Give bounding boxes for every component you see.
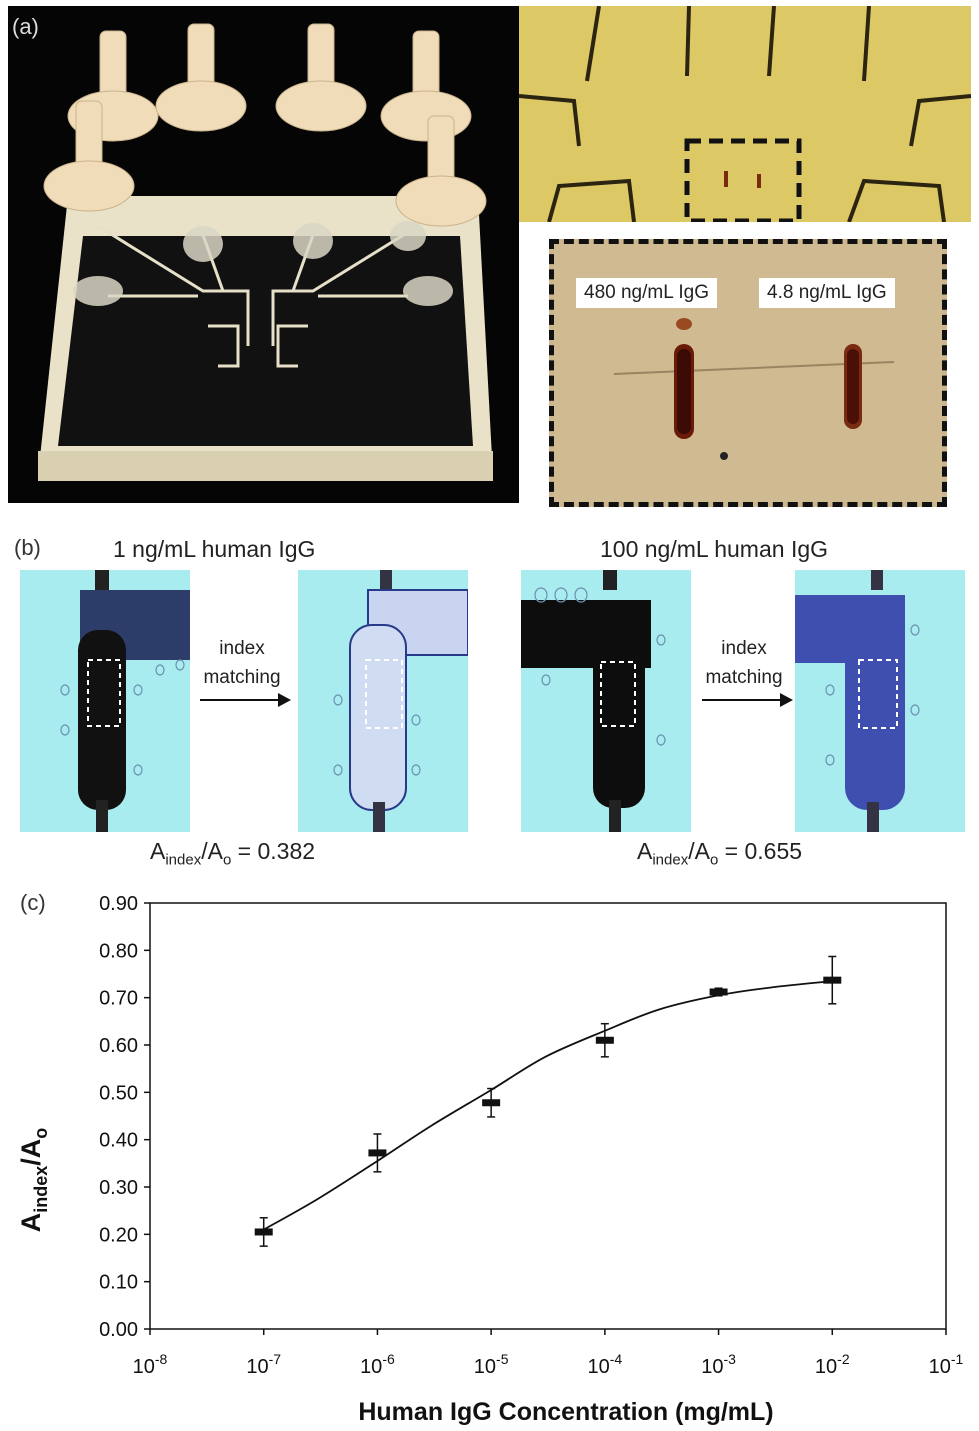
device-photo [8,6,519,503]
y-tick-label: 0.10 [99,1272,138,1294]
x-tick-label: 10-2 [815,1351,850,1378]
callout-4-8: 4.8 ng/mL IgG [759,278,895,308]
plot-frame [149,902,947,1330]
y-tick-label: 0.40 [99,1130,138,1152]
ratio-right-sub-index: index [652,851,689,869]
arrow-label-left-line1: index [219,638,265,659]
point-marker [482,1099,501,1107]
point-marker [595,1036,614,1044]
ratio-right-slash: /A [688,838,710,864]
micro-1ng-before [20,570,190,832]
point-marker [823,976,842,984]
y-tick-label: 0.90 [99,893,138,915]
callout-480: 480 ng/mL IgG [576,278,717,308]
zoom-box [684,138,802,222]
data-point [482,1087,501,1118]
ratio-left-sub-o: o [222,851,232,869]
data-point [709,987,728,997]
x-tick-label: 10-4 [588,1351,623,1378]
ratio-left-slash: /A [201,838,223,864]
ratio-left-value: = 0.382 [231,838,316,864]
ratio-right-a: A [637,838,653,864]
zoom-inset: 480 ng/mL IgG 4.8 ng/mL IgG [549,239,947,507]
x-tick-label: 10-7 [246,1351,281,1378]
y-tick-label: 0.60 [99,1035,138,1057]
x-tick-label: 10-8 [133,1351,168,1378]
y-tick-label: 0.00 [99,1319,138,1341]
y-tick-label: 0.30 [99,1177,138,1199]
left-title: 1 ng/mL human IgG [113,536,316,562]
x-axis-label: Human IgG Concentration (mg/mL) [358,1398,773,1426]
y-axis-label-slash: /A [16,1139,46,1166]
binding-curve-chart: 0.00 0.10 0.20 0.30 0.40 0.50 0.60 0.70 0.80 0.90… [16,893,964,1426]
ratio-left: Aindex/Ao = 0.382 [150,838,315,869]
y-axis-label-sub-o: o [31,1128,51,1139]
micro-100ng-before [521,570,691,832]
ratio-right-value: = 0.655 [718,838,803,864]
arrow-label-left-line2: matching [203,667,281,688]
micro-1ng-after [298,570,468,832]
arrow-label-right-line1: index [721,638,767,659]
ratio-right-sub-o: o [709,851,719,869]
panel-a-letter: (a) [12,14,39,39]
panel-c-letter: (c) [20,890,46,915]
panel-b-letter: (b) [14,535,41,560]
x-tick-label: 10-5 [474,1351,509,1378]
point-marker [254,1228,273,1236]
data-point [368,1133,387,1173]
y-axis-label-sub-index: index [31,1166,51,1213]
right-title: 100 ng/mL human IgG [600,536,829,562]
arrow-left [200,693,291,707]
y-tick-label: 0.50 [99,1082,138,1104]
data-point [823,955,842,1005]
chip-photo-drawing [519,6,971,222]
y-tick-label: 0.80 [99,940,138,962]
point-marker [709,988,728,996]
chip-photo [519,6,971,222]
x-tick-label: 10-3 [701,1351,736,1378]
arrow-right [702,693,793,707]
arrow-label-right: index matching [690,634,798,692]
y-axis-label-a: A [16,1213,46,1233]
ratio-right: Aindex/Ao = 0.655 [637,838,802,869]
micro-100ng-after [795,570,965,832]
y-axis-label: Aindex/Ao [16,1128,51,1233]
device-photo-drawing [38,23,493,481]
ratio-left-sub-index: index [165,851,202,869]
fit-curve [263,980,833,1231]
ratio-left-a: A [150,838,166,864]
x-tick-label: 10-6 [360,1351,395,1378]
y-tick-label: 0.70 [99,988,138,1010]
arrow-label-left: index matching [188,634,296,692]
y-tick-label: 0.20 [99,1224,138,1246]
point-marker [368,1149,387,1157]
data-point [254,1217,273,1247]
fittings [43,23,487,227]
data-point [595,1022,614,1058]
arrow-label-right-line2: matching [705,667,783,688]
x-tick-label: 10-1 [929,1351,964,1378]
